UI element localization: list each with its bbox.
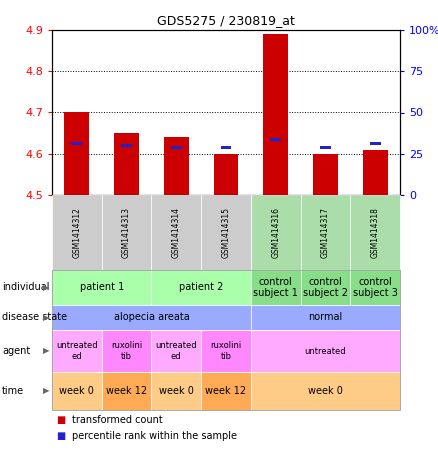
Bar [121,144,132,147]
Text: GSM1414316: GSM1414316 [271,207,280,258]
Bar [270,138,281,140]
Text: control
subject 1: control subject 1 [253,277,298,298]
Text: GSM1414318: GSM1414318 [371,207,380,258]
Text: control
subject 3: control subject 3 [353,277,398,298]
Bar [363,149,388,195]
Text: GSM1414313: GSM1414313 [122,207,131,258]
Text: control
subject 2: control subject 2 [303,277,348,298]
Text: alopecia areata: alopecia areata [113,313,189,323]
Text: normal: normal [308,313,343,323]
Text: ▶: ▶ [43,386,49,395]
Text: time: time [2,386,25,396]
Text: GSM1414312: GSM1414312 [72,207,81,258]
Bar [313,154,338,195]
Text: patient 1: patient 1 [80,283,124,293]
Text: GSM1414317: GSM1414317 [321,207,330,258]
Bar [263,34,288,195]
Text: week 0: week 0 [159,386,194,396]
Bar [220,146,231,149]
Bar [320,146,331,149]
Text: ▶: ▶ [43,347,49,356]
Text: week 0: week 0 [60,386,94,396]
Text: week 0: week 0 [308,386,343,396]
Text: untreated: untreated [304,347,346,356]
Text: week 12: week 12 [106,386,147,396]
Bar [114,133,139,195]
Text: ruxolini
tib: ruxolini tib [111,341,142,361]
Text: GSM1414315: GSM1414315 [222,207,230,258]
Text: ▶: ▶ [43,283,49,292]
Text: disease state: disease state [2,313,67,323]
Text: ■: ■ [57,415,66,425]
Text: week 12: week 12 [205,386,247,396]
Text: ruxolini
tib: ruxolini tib [210,341,242,361]
Text: individual: individual [2,283,49,293]
Text: ▶: ▶ [43,313,49,322]
Text: percentile rank within the sample: percentile rank within the sample [72,431,237,441]
Bar [370,142,381,145]
Text: GSM1414314: GSM1414314 [172,207,181,258]
Bar [64,112,89,195]
Title: GDS5275 / 230819_at: GDS5275 / 230819_at [157,14,295,28]
Bar [214,154,238,195]
Text: agent: agent [2,346,30,356]
Text: transformed count: transformed count [72,415,162,425]
Text: untreated
ed: untreated ed [155,341,197,361]
Bar [171,146,182,149]
Bar [164,137,189,195]
Text: patient 2: patient 2 [179,283,223,293]
Bar [71,142,82,145]
Text: ■: ■ [57,431,66,441]
Text: untreated
ed: untreated ed [56,341,98,361]
